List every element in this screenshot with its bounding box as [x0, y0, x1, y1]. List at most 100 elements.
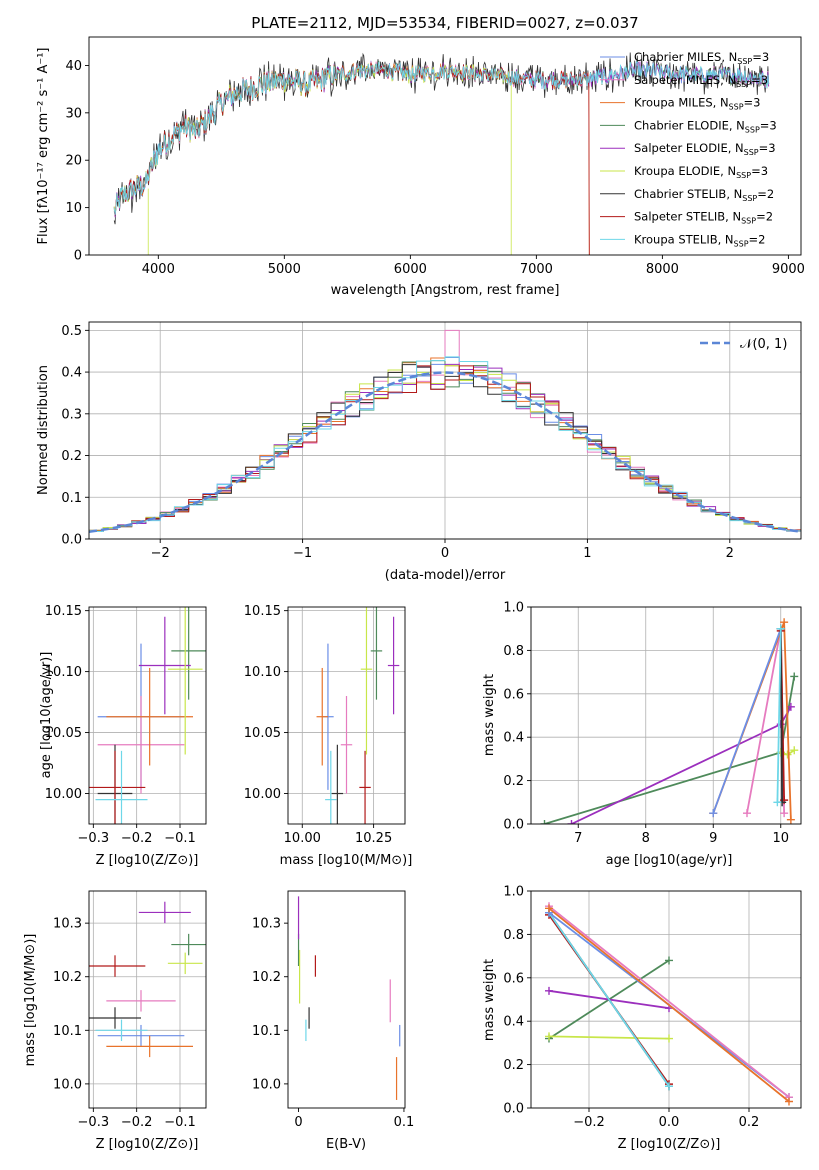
legend-label: Salpeter MILES, NSSP=3: [634, 73, 768, 89]
legend-label: Chabrier ELODIE, NSSP=3: [634, 118, 777, 134]
mass-weight-marker: [665, 1034, 673, 1043]
mass-weight-line: [548, 907, 790, 1103]
x-tick-label: 10: [772, 831, 789, 846]
age-vs-mass-panel: 10.00 10.25 10.00 10.05 10.10 10.15 mass [log1…: [244, 604, 413, 868]
legend-label: Salpeter STELIB, NSSP=2: [634, 210, 773, 226]
plot-area: [89, 607, 206, 824]
legend-label: Kroupa ELODIE, NSSP=3: [634, 164, 768, 180]
y-tick-label: 10.0: [53, 1077, 82, 1092]
x-tick-label: −0.3: [78, 831, 110, 846]
figure-title-group: PLATE=2112, MJD=53534, FIBERID=0027, z=0…: [251, 14, 638, 32]
y-tick-label: 10.00: [45, 787, 82, 802]
x-tick-label: 10.25: [355, 831, 392, 846]
y-tick-label: 0.1: [61, 491, 82, 506]
legend-nssp: =2: [757, 187, 774, 201]
y-tick-label: 20: [65, 154, 82, 169]
mass-weight-marker: [785, 1097, 793, 1106]
legend-nssp: =3: [751, 164, 768, 178]
age-vs-z-panel: −0.3 −0.2 −0.1 10.00 10.05 10.10 10.15 Z [log10…: [39, 604, 207, 868]
mass-weight-marker: [790, 746, 799, 755]
plot-area: [316, 607, 400, 824]
plot-area: [89, 329, 801, 539]
x-tick-label: 8000: [646, 262, 679, 277]
x-tick-label: 2: [726, 546, 734, 561]
y-tick-label: 10.00: [244, 787, 281, 802]
axes-frame: [530, 606, 802, 825]
mass-weight-marker: [786, 815, 795, 824]
mass-weight-marker: [743, 809, 751, 818]
y-tick-label: 10.0: [252, 1077, 281, 1092]
x-tick-label: 0.1: [394, 1115, 415, 1130]
y-tick-label: 0.8: [503, 928, 524, 943]
x-tick-label: 0: [441, 546, 449, 561]
massweight_vs_age-xlabel: age [log10(age/yr)]: [606, 853, 733, 868]
plot-area: [540, 618, 799, 824]
axes-frame: [88, 890, 207, 1109]
axes-frame: [88, 606, 207, 825]
mass-weight-marker: [709, 809, 718, 818]
y-tick-label: 10.3: [53, 917, 82, 932]
y-tick-label: 10.05: [244, 726, 281, 741]
axes-frame: [287, 890, 406, 1109]
y-tick-label: 0.5: [61, 324, 82, 339]
massweight_vs_age-ylabel: mass weight: [482, 674, 497, 756]
legend-nssp: =3: [751, 73, 768, 87]
spectrum-line-kroupa-elodie: [113, 63, 512, 255]
mass-weight-line: [548, 1035, 670, 1040]
legend-label: Chabrier MILES, NSSP=3: [634, 50, 769, 66]
spectrum-line-kroupa-stelib: [113, 61, 770, 215]
x-tick-label: −1: [293, 546, 312, 561]
y-tick-label: 10.15: [244, 604, 281, 619]
x-tick-label: 4000: [142, 262, 175, 277]
mass-weight-vs-age-panel: 7 8 9 10 0.0 0.2 0.4 0.6 0.8 1.0 age [log10(age/yr…: [482, 601, 802, 868]
axes-frame: [530, 890, 802, 1109]
mass-vs-ebv-panel: 0 0.1 10.0 10.1 10.2 10.3 E(B-V): [252, 890, 415, 1152]
x-tick-label: 6000: [394, 262, 427, 277]
mass-weight-marker: [665, 1082, 673, 1091]
x-tick-label: 0.2: [739, 1115, 760, 1130]
spectrum-panel: 4000 5000 6000 7000 8000 9000 0 10 20 30 40 wavelen…: [36, 36, 805, 298]
y-tick-label: 0.4: [61, 366, 82, 381]
spectrum-xlabel: wavelength [Angstrom, rest frame]: [331, 283, 560, 298]
histogram-salpeter-stelib: [89, 365, 801, 539]
y-tick-label: 0.6: [503, 971, 524, 986]
histogram-kroupa-stelib: [89, 356, 801, 539]
x-tick-label: 10.00: [284, 831, 321, 846]
mass-weight-line: [776, 628, 782, 803]
mass-weight-marker: [545, 1032, 553, 1041]
y-tick-label: 40: [65, 59, 82, 74]
x-tick-label: 0.0: [659, 1115, 680, 1130]
massweight_vs_Z-xlabel: Z [log10(Z/Z⊙)]: [618, 1137, 721, 1152]
legend-subscript: SSP: [745, 125, 760, 134]
age_vs_Z-ylabel: age [log10(age/yr)]: [39, 652, 54, 779]
mass-weight-marker: [545, 986, 553, 995]
y-tick-label: 0.4: [503, 731, 524, 746]
y-tick-label: 0.3: [61, 407, 82, 422]
legend-subscript: SSP: [729, 103, 744, 112]
legend-subscript: SSP: [734, 239, 749, 248]
spectrum-line-kroupa-miles: [113, 62, 590, 255]
axes-frame: [88, 36, 802, 256]
x-tick-label: −0.1: [164, 1115, 196, 1130]
mass_vs_Z-ylabel: mass [log10(M/M⊙)]: [23, 934, 38, 1067]
x-tick-label: 7000: [520, 262, 553, 277]
plot-area: [113, 52, 770, 255]
mass-weight-marker: [540, 820, 549, 824]
x-tick-label: 7: [574, 831, 582, 846]
x-tick-label: 5000: [268, 262, 301, 277]
y-tick-label: 10.05: [45, 726, 82, 741]
residuals-xlabel: (data-model)/error: [385, 568, 506, 583]
massweight_vs_Z-ylabel: mass weight: [482, 959, 497, 1041]
y-tick-label: 0.0: [503, 818, 524, 833]
x-tick-label: −2: [151, 546, 170, 561]
spectrum-line-salpeter-stelib: [113, 63, 590, 255]
legend-subscript: SSP: [737, 57, 752, 66]
y-tick-label: 10.15: [45, 604, 82, 619]
x-tick-label: −0.3: [78, 1115, 110, 1130]
age_vs_mass-xlabel: mass [log10(M/M⊙)]: [280, 853, 413, 868]
mass-weight-marker: [545, 904, 553, 913]
legend-nssp: =3: [744, 96, 761, 110]
x-tick-label: 0: [294, 1115, 302, 1130]
legend-label: Salpeter ELODIE, NSSP=3: [634, 141, 776, 157]
